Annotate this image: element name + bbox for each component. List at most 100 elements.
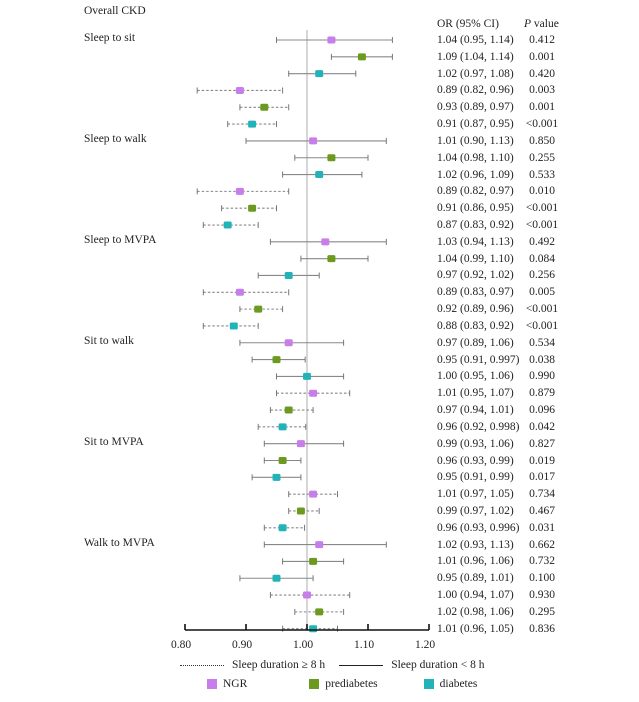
p-value-text: 0.533	[529, 168, 555, 181]
chart-title: Overall CKD	[84, 5, 146, 17]
p-value-text: 0.255	[529, 151, 555, 164]
or-column-header: OR (95% CI)	[437, 18, 499, 30]
or-point-NGR	[309, 490, 318, 498]
or-point-prediabetes	[254, 305, 263, 313]
or-ci-text: 0.92 (0.89, 0.96)	[437, 303, 514, 316]
p-value-text: 0.042	[529, 420, 555, 433]
p-value-text: 0.084	[529, 252, 555, 265]
group-label: Sleep to walk	[84, 132, 147, 145]
or-point-prediabetes	[315, 608, 324, 616]
or-point-diabetes	[248, 120, 257, 128]
p-value-text: 0.827	[529, 437, 555, 450]
p-value-text: 0.732	[529, 555, 555, 568]
or-point-NGR	[296, 440, 305, 448]
or-point-NGR	[284, 339, 293, 347]
p-value-text: 0.990	[529, 370, 555, 383]
p-value-text: <0.001	[525, 118, 559, 131]
or-ci-text: 1.04 (0.99, 1.10)	[437, 252, 514, 265]
p-suffix: value	[531, 18, 559, 30]
or-point-NGR	[315, 541, 324, 549]
or-point-prediabetes	[272, 356, 281, 364]
or-point-prediabetes	[309, 557, 318, 565]
or-point-NGR	[235, 86, 244, 94]
p-value-text: 0.031	[529, 521, 555, 534]
or-point-prediabetes	[248, 204, 257, 212]
p-value-text: <0.001	[525, 319, 559, 332]
p-value-text: 0.734	[529, 488, 555, 501]
p-value-text: 0.096	[529, 404, 555, 417]
or-ci-text: 0.89 (0.82, 0.96)	[437, 84, 514, 97]
or-ci-text: 0.91 (0.87, 0.95)	[437, 118, 514, 131]
or-ci-text: 0.99 (0.93, 1.06)	[437, 437, 514, 450]
or-point-prediabetes	[357, 53, 366, 61]
or-ci-text: 0.95 (0.91, 0.997)	[437, 353, 520, 366]
p-value-text: 0.534	[529, 336, 555, 349]
diabetes-swatch	[423, 679, 434, 689]
or-ci-text: 0.93 (0.89, 0.97)	[437, 101, 514, 114]
or-ci-text: 1.04 (0.98, 1.10)	[437, 151, 514, 164]
or-point-prediabetes	[278, 457, 287, 464]
p-value-text: 0.001	[529, 50, 555, 63]
or-ci-text: 1.01 (0.95, 1.07)	[437, 387, 514, 400]
p-value-text: 0.930	[529, 589, 555, 602]
or-ci-text: 0.97 (0.92, 1.02)	[437, 269, 514, 282]
legend-dotted-label: Sleep duration ≥ 8 h	[232, 659, 326, 671]
p-value-text: 0.005	[529, 286, 555, 299]
or-ci-text: 1.01 (0.96, 1.06)	[437, 555, 514, 568]
x-tick-label: 1.20	[415, 639, 436, 651]
or-ci-text: 1.00 (0.95, 1.06)	[437, 370, 514, 383]
or-point-diabetes	[309, 625, 318, 633]
or-ci-text: 1.04 (0.95, 1.14)	[437, 34, 514, 46]
group-label: Walk to MVPA	[84, 536, 155, 549]
or-point-diabetes	[278, 423, 287, 431]
p-value-column-header: P value	[524, 17, 559, 31]
legend-solid-label: Sleep duration < 8 h	[391, 659, 485, 671]
or-point-NGR	[235, 288, 244, 296]
or-point-NGR	[309, 389, 318, 397]
or-ci-text: 1.01 (0.97, 1.05)	[437, 488, 514, 501]
or-point-prediabetes	[327, 154, 336, 162]
group-label: Sit to MVPA	[84, 435, 144, 448]
or-point-NGR	[327, 36, 336, 44]
or-ci-text: 1.03 (0.94, 1.13)	[437, 235, 514, 248]
p-value-text: 0.492	[529, 235, 555, 248]
or-ci-text: 0.95 (0.91, 0.99)	[437, 471, 514, 484]
p-value-text: 0.420	[529, 67, 555, 80]
or-point-diabetes	[272, 574, 281, 582]
p-value-text: <0.001	[525, 219, 559, 232]
or-point-NGR	[303, 591, 311, 599]
prediabetes-swatch	[309, 679, 320, 689]
or-point-NGR	[235, 187, 244, 195]
or-point-diabetes	[315, 171, 324, 179]
legend-ngr-label: NGR	[223, 678, 248, 690]
or-ci-text: 0.89 (0.82, 0.97)	[437, 185, 514, 198]
or-point-diabetes	[315, 70, 324, 78]
solid-line-sample	[339, 664, 384, 666]
or-point-diabetes	[229, 322, 238, 330]
x-tick-label: 0.80	[171, 639, 192, 651]
legend-series: NGR prediabetes diabetes	[207, 678, 477, 690]
group-label: Sleep to sit	[84, 32, 136, 44]
or-ci-text: 1.02 (0.97, 1.08)	[437, 67, 514, 80]
or-point-diabetes	[303, 372, 311, 380]
or-ci-text: 1.01 (0.96, 1.05)	[437, 622, 514, 635]
or-ci-text: 1.02 (0.98, 1.06)	[437, 605, 514, 618]
p-value-text: 0.100	[529, 572, 555, 585]
group-label: Sleep to MVPA	[84, 233, 157, 246]
or-ci-text: 0.88 (0.83, 0.92)	[437, 319, 514, 332]
or-ci-text: 1.02 (0.96, 1.09)	[437, 168, 514, 181]
or-ci-text: 0.96 (0.92, 0.998)	[437, 420, 520, 433]
x-tick-label: 1.00	[293, 639, 314, 651]
or-ci-text: 0.97 (0.94, 1.01)	[437, 404, 514, 417]
p-value-text: 0.010	[529, 185, 555, 198]
p-value-text: 0.003	[529, 84, 555, 97]
or-point-diabetes	[272, 473, 281, 481]
x-tick-label: 0.90	[232, 639, 253, 651]
or-point-diabetes	[223, 221, 232, 229]
or-point-prediabetes	[296, 507, 305, 515]
p-value-text: 0.662	[529, 538, 555, 551]
p-value-text: 0.879	[529, 387, 555, 400]
p-italic: P	[524, 18, 532, 30]
p-value-text: 0.295	[529, 605, 555, 618]
